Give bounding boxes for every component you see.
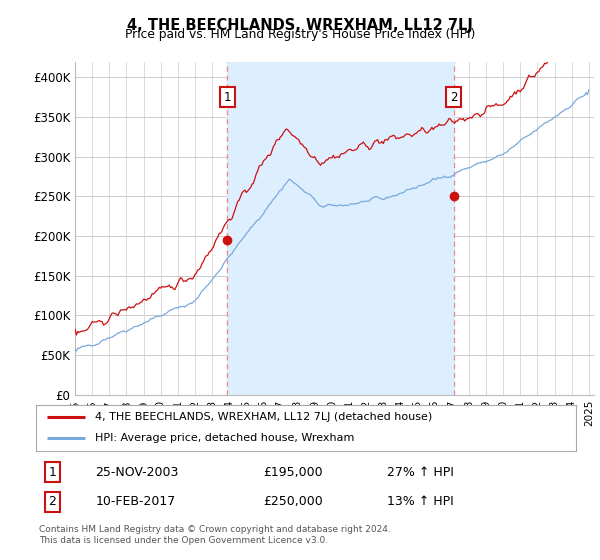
Text: £250,000: £250,000 <box>263 496 323 508</box>
Text: 2: 2 <box>450 91 457 104</box>
Text: 1: 1 <box>224 91 231 104</box>
Text: HPI: Average price, detached house, Wrexham: HPI: Average price, detached house, Wrex… <box>95 433 355 444</box>
Text: Price paid vs. HM Land Registry's House Price Index (HPI): Price paid vs. HM Land Registry's House … <box>125 28 475 41</box>
Text: 2: 2 <box>48 496 56 508</box>
Text: 25-NOV-2003: 25-NOV-2003 <box>95 465 179 479</box>
Text: 4, THE BEECHLANDS, WREXHAM, LL12 7LJ (detached house): 4, THE BEECHLANDS, WREXHAM, LL12 7LJ (de… <box>95 412 433 422</box>
Text: 4, THE BEECHLANDS, WREXHAM, LL12 7LJ: 4, THE BEECHLANDS, WREXHAM, LL12 7LJ <box>127 18 473 33</box>
Text: 10-FEB-2017: 10-FEB-2017 <box>95 496 176 508</box>
Text: 27% ↑ HPI: 27% ↑ HPI <box>387 465 454 479</box>
Text: Contains HM Land Registry data © Crown copyright and database right 2024.
This d: Contains HM Land Registry data © Crown c… <box>39 525 391 545</box>
Text: 13% ↑ HPI: 13% ↑ HPI <box>387 496 454 508</box>
Bar <box>227 62 454 395</box>
Text: £195,000: £195,000 <box>263 465 322 479</box>
Text: 1: 1 <box>48 465 56 479</box>
